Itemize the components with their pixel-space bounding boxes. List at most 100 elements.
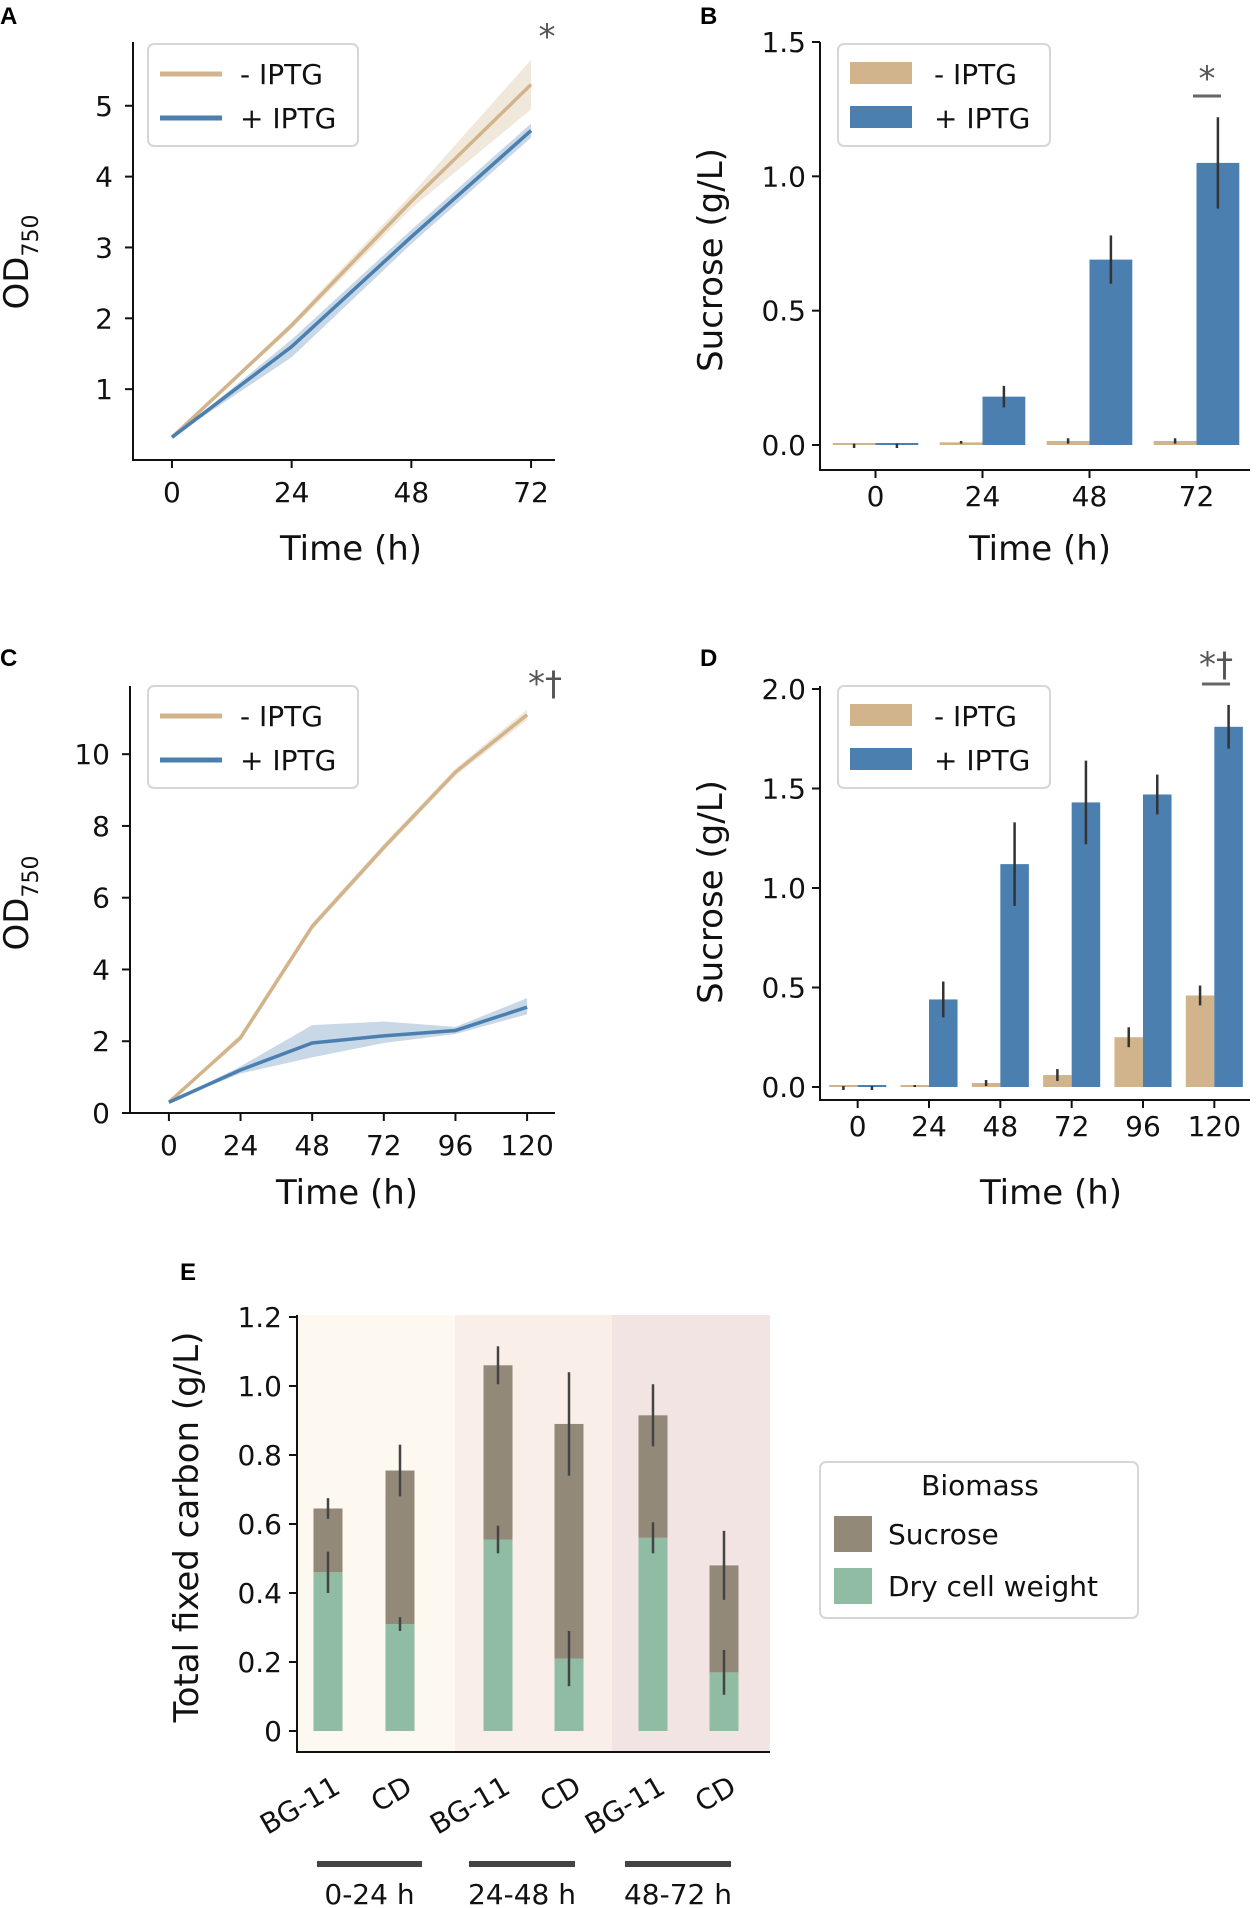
panel-d-legend: - IPTG + IPTG bbox=[837, 685, 1051, 789]
y-tick-label: 0.0 bbox=[761, 429, 806, 462]
y-tick-label: 0.5 bbox=[761, 972, 806, 1005]
y-tick-label: 8 bbox=[92, 810, 110, 843]
panel-a-yticks: 1 2 3 4 5 bbox=[95, 90, 133, 406]
x-tick-label: 24 bbox=[274, 476, 310, 509]
bar-plus-iptg bbox=[1143, 794, 1172, 1087]
legend-label-minus-iptg: - IPTG bbox=[934, 700, 1017, 733]
x-tick-label: 0 bbox=[849, 1110, 867, 1143]
y-tick-label: 0 bbox=[264, 1715, 282, 1748]
y-tick-label: 1 bbox=[95, 373, 113, 406]
panel-a-ylabel: OD750 bbox=[0, 215, 44, 310]
x-tick-label: 120 bbox=[500, 1129, 553, 1162]
panel-a-lines bbox=[170, 83, 533, 439]
x-tick-label: 72 bbox=[1054, 1110, 1090, 1143]
bar-dry-cell-weight bbox=[313, 1572, 343, 1731]
x-tick-label: 24 bbox=[911, 1110, 947, 1143]
panel-d-significance: *† bbox=[1199, 645, 1233, 685]
y-tick-label: 1.5 bbox=[761, 26, 806, 59]
x-tick-label: 96 bbox=[438, 1129, 474, 1162]
series-band-plus-iptg bbox=[168, 998, 528, 1103]
panel-d-xlabel: Time (h) bbox=[979, 1173, 1122, 1213]
panel-e-group-backgrounds bbox=[297, 1315, 770, 1752]
x-tick-label: 48 bbox=[983, 1110, 1019, 1143]
legend-swatch-dry-cell-weight bbox=[834, 1568, 872, 1604]
panel-b-bars bbox=[832, 117, 1240, 448]
panel-letter-e: E bbox=[180, 1259, 196, 1286]
x-tick-label: BG-11 bbox=[579, 1769, 670, 1841]
series-line-plus-iptg bbox=[168, 1005, 528, 1104]
x-tick-label: 0 bbox=[867, 480, 885, 513]
bar-minus-iptg bbox=[1185, 995, 1215, 1087]
panel-c-yticks: 0 2 4 6 8 10 bbox=[74, 738, 130, 1130]
panel-e-bars bbox=[313, 1346, 739, 1731]
panel-letter-d: D bbox=[700, 645, 717, 672]
panel-b: B 0.0 0.5 1.0 1.5 0 24 48 72 Sucrose (g/L) Tim… bbox=[691, 3, 1250, 569]
x-tick-label: 24 bbox=[223, 1129, 259, 1162]
panel-d-yticks: 0.0 0.5 1.0 1.5 2.0 bbox=[761, 673, 820, 1104]
x-tick-label: 48 bbox=[1072, 480, 1108, 513]
y-tick-label: 6 bbox=[92, 882, 110, 915]
y-tick-label: 4 bbox=[92, 953, 110, 986]
legend-swatch-minus-iptg bbox=[850, 704, 912, 726]
x-tick-label: 24 bbox=[965, 480, 1001, 513]
panel-c-legend: - IPTG + IPTG bbox=[147, 685, 359, 789]
y-tick-label: 0.0 bbox=[761, 1071, 806, 1104]
panel-e-group-labels: 0-24 h 24-48 h 48-72 h bbox=[317, 1861, 732, 1908]
panel-e-ylabel: Total fixed carbon (g/L) bbox=[167, 1332, 207, 1724]
legend-label-minus-iptg: - IPTG bbox=[934, 58, 1017, 91]
panel-e-yticks: 0 0.2 0.4 0.6 0.8 1.0 1.2 bbox=[237, 1301, 297, 1748]
x-tick-label: 96 bbox=[1125, 1110, 1161, 1143]
y-tick-label: 1.0 bbox=[237, 1370, 282, 1403]
y-tick-label: 1.2 bbox=[237, 1301, 282, 1334]
panel-b-significance: * bbox=[1199, 59, 1216, 99]
panel-b-xticks: 0 24 48 72 bbox=[867, 470, 1214, 513]
y-tick-label: 1.0 bbox=[761, 160, 806, 193]
y-tick-label: 10 bbox=[74, 738, 110, 771]
legend-label-dry-cell-weight: Dry cell weight bbox=[888, 1570, 1098, 1603]
panel-a-axes bbox=[132, 42, 555, 461]
legend-label-plus-iptg: + IPTG bbox=[934, 744, 1030, 777]
panel-a: A 1 2 3 4 5 0 24 48 72 OD750 Time (h) * - IPTG … bbox=[0, 3, 556, 569]
x-tick-label: 48 bbox=[294, 1129, 330, 1162]
x-tick-label: 72 bbox=[513, 476, 549, 509]
legend-title: Biomass bbox=[921, 1469, 1039, 1502]
panel-letter-c: C bbox=[0, 645, 17, 672]
panel-letter-a: A bbox=[0, 3, 17, 30]
x-tick-label: 120 bbox=[1188, 1110, 1241, 1143]
group-label: 24-48 h bbox=[468, 1878, 576, 1908]
bar-plus-iptg bbox=[1089, 259, 1133, 445]
panel-b-axes bbox=[819, 42, 1250, 471]
group-label: 0-24 h bbox=[324, 1878, 414, 1908]
legend-label-minus-iptg: - IPTG bbox=[240, 700, 323, 733]
panel-a-legend: - IPTG + IPTG bbox=[147, 43, 359, 147]
y-tick-label: 2.0 bbox=[761, 673, 806, 706]
x-tick-label: 48 bbox=[394, 476, 430, 509]
series-band-plus-iptg bbox=[171, 123, 532, 438]
panel-d-bars bbox=[829, 704, 1243, 1090]
y-tick-label: 0.8 bbox=[237, 1439, 282, 1472]
panel-a-xlabel: Time (h) bbox=[279, 529, 422, 569]
panel-d-axes bbox=[819, 686, 1250, 1101]
y-tick-label: 1.0 bbox=[761, 872, 806, 905]
panel-d-xticks: 0 24 48 72 96 120 bbox=[849, 1100, 1241, 1143]
bar-plus-iptg bbox=[857, 1085, 887, 1087]
legend-label-plus-iptg: + IPTG bbox=[934, 102, 1030, 135]
y-tick-label: 2 bbox=[95, 302, 113, 335]
bar-dry-cell-weight bbox=[638, 1537, 668, 1731]
panel-b-xlabel: Time (h) bbox=[968, 529, 1111, 569]
panel-d: D 0.0 0.5 1.0 1.5 2.0 0 24 48 72 96 120 Sucrose (… bbox=[691, 645, 1250, 1213]
group-label: 48-72 h bbox=[624, 1878, 732, 1908]
panel-e: E 00.20.40.60.81.01.2 BG-11 CD BG-11 CDBG-1… bbox=[167, 1259, 1139, 1908]
x-tick-label: 0 bbox=[163, 476, 181, 509]
y-tick-label: 4 bbox=[95, 161, 113, 194]
x-tick-label: CD bbox=[689, 1769, 741, 1818]
y-tick-label: 0.6 bbox=[237, 1508, 282, 1541]
bar-dry-cell-weight bbox=[483, 1539, 513, 1731]
group-background bbox=[455, 1315, 612, 1752]
panel-b-legend: - IPTG + IPTG bbox=[837, 43, 1051, 147]
panel-c-xlabel: Time (h) bbox=[275, 1173, 418, 1213]
group-background bbox=[612, 1315, 770, 1752]
y-tick-label: 0.2 bbox=[237, 1646, 282, 1679]
legend-swatch-plus-iptg bbox=[850, 106, 912, 128]
